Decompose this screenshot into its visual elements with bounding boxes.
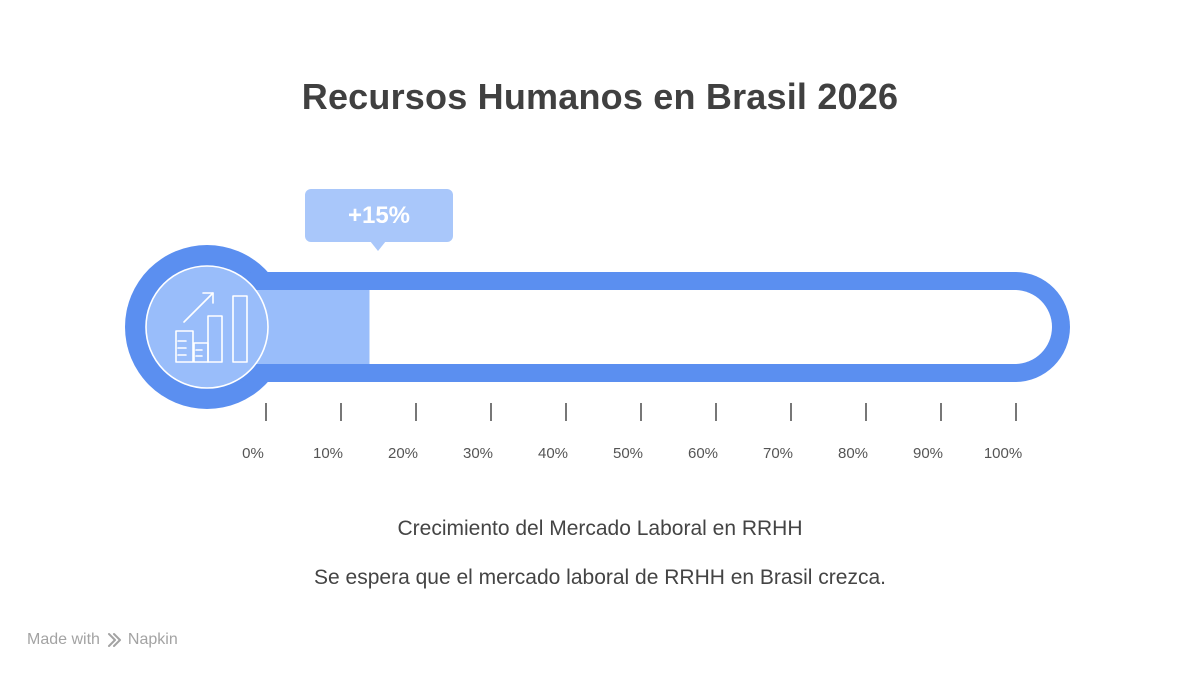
value-badge: +15% xyxy=(305,189,453,251)
tick-label: 0% xyxy=(242,445,264,462)
gauge-track xyxy=(200,290,1052,364)
tick-label: 20% xyxy=(388,445,418,462)
growth-chart-icon xyxy=(175,292,248,363)
caption-description: Se espera que el mercado laboral de RRHH… xyxy=(314,566,886,589)
tick-label: 50% xyxy=(613,445,643,462)
tick-label: 10% xyxy=(313,445,343,462)
tick-label: 60% xyxy=(688,445,718,462)
value-badge-label: +15% xyxy=(348,202,410,229)
value-badge-box xyxy=(305,189,453,242)
made-with-label: Made with xyxy=(27,631,100,648)
tick-label: 70% xyxy=(763,445,793,462)
tick-label: 30% xyxy=(463,445,493,462)
tick-label: 40% xyxy=(538,445,568,462)
footer-attribution: Made with Napkin xyxy=(27,631,178,649)
brand-label: Napkin xyxy=(127,631,178,648)
gauge-bulb-ring xyxy=(145,265,269,389)
tick-label: 100% xyxy=(984,445,1022,462)
x-axis: 0% 10% 20% 30% 40% 50% 60% 70% 80% 90% 100% xyxy=(242,403,1022,462)
value-badge-pointer xyxy=(370,241,386,251)
tick-label: 80% xyxy=(838,445,868,462)
tick-label: 90% xyxy=(913,445,943,462)
caption-heading: Crecimiento del Mercado Laboral en RRHH xyxy=(397,517,803,540)
chart-title: Recursos Humanos en Brasil 2026 xyxy=(301,76,899,117)
napkin-logo-icon xyxy=(107,633,121,647)
